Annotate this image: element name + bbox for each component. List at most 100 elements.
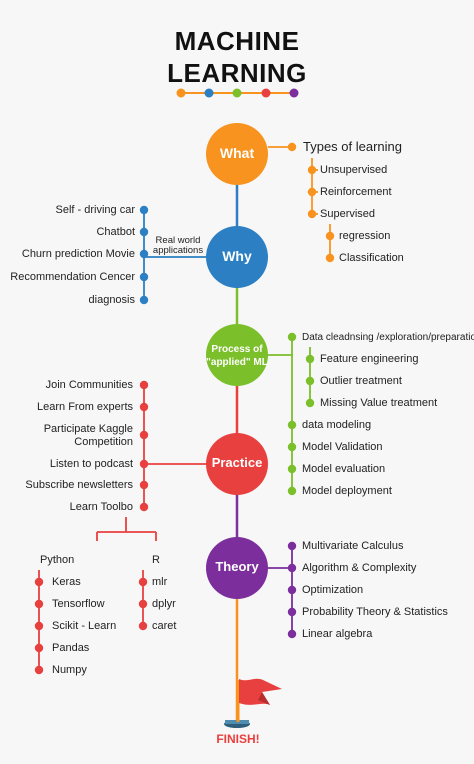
r-item-label: caret (152, 620, 177, 632)
r-label: R (152, 554, 160, 566)
r-dot (138, 621, 148, 631)
process-item-label: data modeling (302, 419, 372, 431)
what-dot (325, 231, 335, 241)
theory-branch-dots (287, 541, 297, 639)
title-dot (204, 88, 214, 98)
python-item-label: Keras (52, 576, 81, 588)
process-dot (305, 354, 315, 364)
title-dot (232, 88, 242, 98)
theory-dot (287, 585, 297, 595)
theory-dot (287, 563, 297, 573)
why-branch-dots (139, 205, 149, 305)
python-item-label: Tensorflow (52, 598, 105, 610)
process-dot (287, 420, 297, 430)
why-node (206, 226, 268, 288)
why-dot (139, 249, 149, 259)
theory-item-label: Linear algebra (302, 628, 373, 640)
practice-dot (139, 502, 149, 512)
process-node-label-1: Process of (211, 344, 263, 355)
python-dot (34, 599, 44, 609)
why-node-label: Why (222, 248, 252, 264)
process-item-label: Model Validation (302, 441, 383, 453)
practice-item-label: Listen to podcast (49, 458, 133, 470)
python-dot (34, 577, 44, 587)
practice-item-label: Participate Kaggle (43, 423, 133, 435)
supervised-item-label: regression (339, 230, 391, 242)
python-dot (34, 621, 44, 631)
practice-branch-dots (34, 380, 149, 675)
what-dot (307, 187, 317, 197)
what-branch-dots (287, 142, 335, 263)
why-item-label: Recommendation Cencer (10, 271, 135, 283)
process-dot (287, 332, 297, 342)
process-header-label: Data cleadnsing /exploration/preparation (302, 332, 474, 343)
what-dot (307, 165, 317, 175)
what-node-label: What (219, 145, 255, 161)
python-item-label: Numpy (52, 664, 87, 676)
title-line-2: LEARNING (167, 58, 307, 88)
theory-node (206, 537, 268, 599)
what-dot (307, 209, 317, 219)
practice-dot (139, 402, 149, 412)
what-item-label: Unsupervised (320, 164, 388, 176)
process-item-label: Model deployment (302, 485, 392, 497)
theory-node-label: Theory (215, 559, 259, 574)
process-dot (287, 486, 297, 496)
r-dot (138, 577, 148, 587)
why-dot (139, 295, 149, 305)
why-item-label: Churn prediction Movie (21, 248, 135, 260)
theory-item-label: Algorithm & Complexity (302, 562, 417, 574)
process-item-label: Model evaluation (302, 463, 386, 475)
title-line-1: MACHINE (174, 26, 300, 56)
what-node (206, 123, 268, 185)
process-sub-item-label: Missing Value treatment (320, 397, 438, 409)
practice-dot (139, 430, 149, 440)
why-dot (139, 227, 149, 237)
types-of-learning-label: Types of learning (303, 139, 403, 154)
what-item-label: Reinforcement (320, 186, 392, 198)
why-item-label: Self - driving car (55, 204, 135, 216)
finish-flag-icon (224, 678, 282, 728)
why-item-label: diagnosis (88, 294, 135, 306)
python-item-label: Pandas (52, 642, 90, 654)
process-dot (287, 442, 297, 452)
why-dot (139, 272, 149, 282)
python-dot (34, 643, 44, 653)
title-dot (261, 88, 271, 98)
practice-item-label: Learn From experts (37, 401, 133, 413)
what-item-label: Supervised (320, 208, 376, 220)
python-dot (34, 665, 44, 675)
process-node (206, 324, 268, 386)
supervised-item-label: Classification (339, 252, 404, 264)
real-world-label-1: Real world (155, 235, 201, 246)
practice-item-label: Learn Toolbo (69, 501, 133, 513)
practice-item-label: Subscribe newsletters (25, 479, 133, 491)
theory-dot (287, 607, 297, 617)
what-dot (325, 253, 335, 263)
practice-item-label: Competition (74, 436, 133, 448)
process-node-label-2: "applied" ML (206, 357, 268, 368)
theory-item-label: Optimization (302, 584, 364, 596)
practice-node (206, 433, 268, 495)
why-item-label: Chatbot (96, 226, 135, 238)
practice-node-label: Practice (211, 455, 263, 470)
what-dot (287, 142, 297, 152)
why-dot (139, 205, 149, 215)
process-branch-dots (287, 332, 315, 496)
process-dot (287, 464, 297, 474)
title-dot (176, 88, 186, 98)
practice-item-label: Join Communities (45, 379, 133, 391)
process-dot (305, 398, 315, 408)
theory-dot (287, 541, 297, 551)
process-sub-item-label: Feature engineering (320, 353, 419, 365)
theory-item-label: Multivariate Calculus (302, 540, 404, 552)
title-dot (289, 88, 299, 98)
python-label: Python (40, 554, 75, 566)
theory-dot (287, 629, 297, 639)
practice-dot (139, 480, 149, 490)
finish-label: FINISH! (216, 732, 260, 746)
theory-item-label: Probability Theory & Statistics (302, 606, 448, 618)
title-dot-row (176, 88, 299, 98)
